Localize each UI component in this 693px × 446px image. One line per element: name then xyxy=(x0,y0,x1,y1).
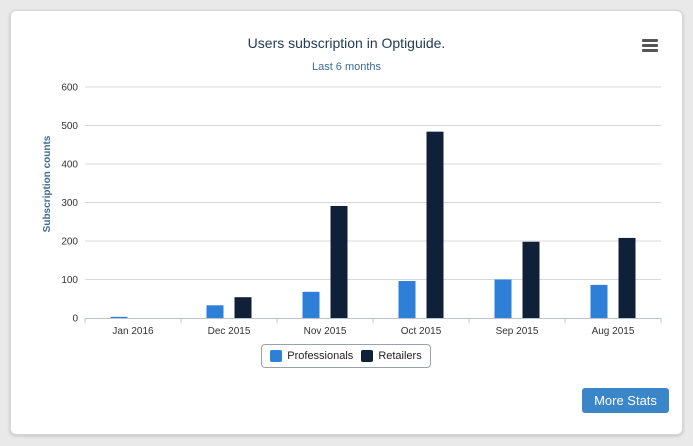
bar-retailers xyxy=(330,205,348,318)
x-tick-label: Jan 2016 xyxy=(112,326,154,337)
y-tick-label: 200 xyxy=(61,237,78,248)
bar-retailers xyxy=(234,297,252,318)
legend-label-professionals: Professionals xyxy=(287,350,354,362)
y-tick-label: 300 xyxy=(61,198,78,209)
x-tick-label: Dec 2015 xyxy=(208,326,251,337)
y-tick-label: 400 xyxy=(61,160,78,171)
legend-swatch-retailers xyxy=(361,350,374,362)
bar-retailers xyxy=(426,131,444,318)
bar-professionals xyxy=(206,305,224,318)
y-tick-label: 0 xyxy=(72,314,78,325)
x-tick-label: Aug 2015 xyxy=(592,326,635,337)
bar-professionals xyxy=(398,281,416,318)
bar-professionals xyxy=(590,284,608,318)
more-stats-button[interactable]: More Stats xyxy=(582,388,669,413)
legend-item-professionals[interactable]: Professionals xyxy=(270,350,353,362)
bar-retailers xyxy=(618,237,636,318)
legend-item-retailers[interactable]: Retailers xyxy=(361,350,422,362)
chart-card: Subscription counts 0 100 200 300 400 500 600 … xyxy=(10,10,683,435)
x-tick-label: Oct 2015 xyxy=(401,326,442,337)
y-tick-label: 100 xyxy=(61,275,78,286)
y-tick-label: 500 xyxy=(61,121,78,132)
y-tick-label: 600 xyxy=(61,83,78,94)
bar-professionals xyxy=(302,291,320,318)
legend-label-retailers: Retailers xyxy=(378,350,422,362)
chart-subtitle: Last 6 months xyxy=(311,61,382,73)
y-axis-label: Subscription counts xyxy=(42,135,53,232)
legend-swatch-professionals xyxy=(270,350,283,362)
x-tick-label: Nov 2015 xyxy=(304,326,347,337)
subscription-chart: Subscription counts 0100200300400500600 … xyxy=(42,83,662,337)
chart-legend: Professionals Retailers xyxy=(261,344,431,368)
chart-menu-icon[interactable] xyxy=(642,39,658,53)
bar-retailers xyxy=(522,241,540,318)
x-tick-label: Sep 2015 xyxy=(496,326,539,337)
chart-title: Users subscription in Optiguide. xyxy=(247,35,446,51)
bar-professionals xyxy=(110,316,128,318)
bar-professionals xyxy=(494,279,512,318)
